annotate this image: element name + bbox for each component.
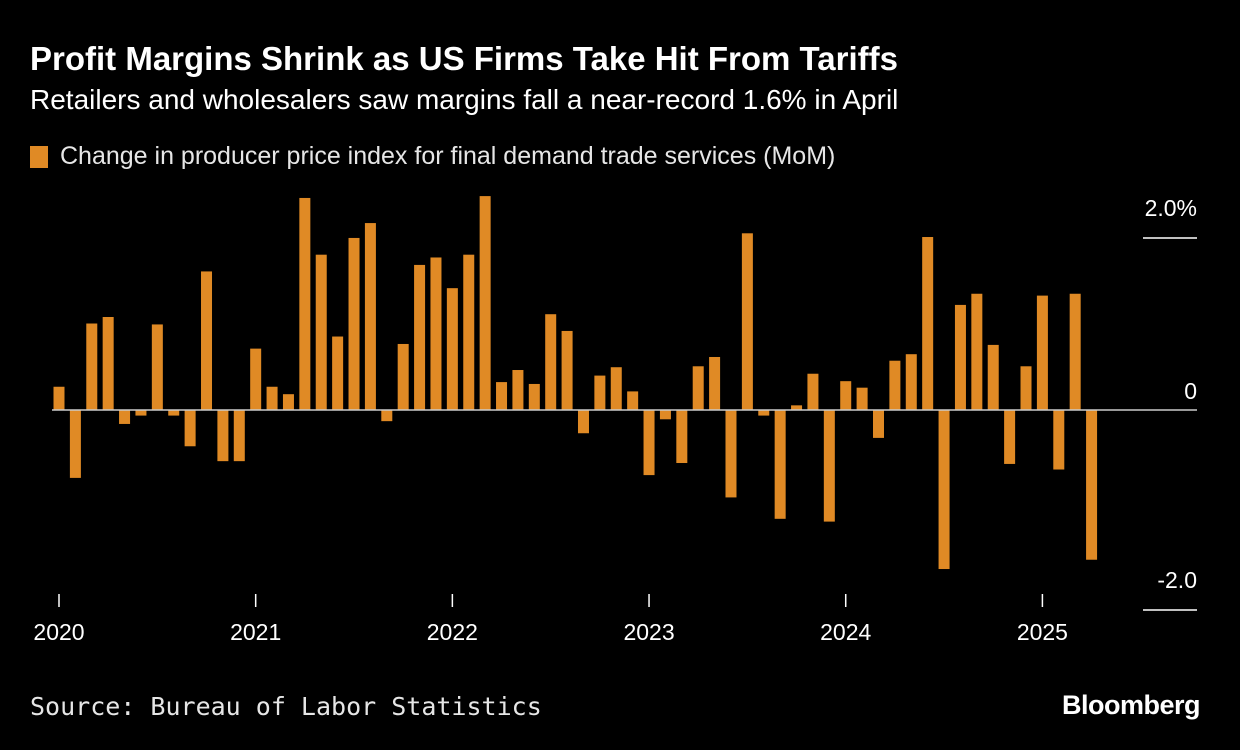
- bar: [1004, 410, 1016, 464]
- y-tick-label: 2.0%: [1145, 195, 1197, 221]
- bar: [889, 360, 901, 410]
- bar: [233, 410, 245, 462]
- bar: [332, 336, 344, 410]
- bar: [758, 410, 770, 416]
- y-tick-label: -2.0: [1157, 567, 1197, 593]
- bar: [168, 410, 180, 416]
- bar: [266, 386, 278, 410]
- bar: [397, 343, 409, 410]
- bar: [282, 394, 294, 410]
- bar: [53, 386, 65, 410]
- bar: [725, 410, 737, 498]
- bar: [119, 410, 131, 424]
- bar: [577, 410, 589, 434]
- bloomberg-logo: Bloomberg: [1061, 690, 1201, 720]
- bar: [594, 375, 606, 410]
- bar: [446, 288, 458, 410]
- bar: [561, 330, 573, 410]
- chart-subtitle: Retailers and wholesalers saw margins fa…: [30, 84, 899, 115]
- bar: [659, 410, 671, 420]
- bar: [856, 387, 868, 410]
- bar: [545, 314, 557, 410]
- bar: [512, 370, 524, 410]
- bar: [479, 196, 491, 410]
- bar: [135, 410, 147, 416]
- x-tick-label: 2024: [820, 619, 871, 645]
- bar: [528, 383, 540, 410]
- bar: [151, 324, 163, 410]
- bar: [676, 410, 688, 464]
- bar: [414, 264, 426, 410]
- bar: [217, 410, 229, 462]
- x-tick-label: 2022: [427, 619, 478, 645]
- legend: Change in producer price index for final…: [30, 142, 835, 171]
- bar: [873, 410, 884, 438]
- legend-swatch: [30, 145, 48, 168]
- bar: [201, 271, 213, 410]
- bar: [823, 410, 835, 522]
- bar: [692, 366, 704, 410]
- bar: [807, 373, 819, 410]
- bar: [791, 405, 803, 410]
- bar: [430, 257, 442, 410]
- source-note: Source: Bureau of Labor Statistics: [30, 692, 542, 721]
- bar: [1036, 295, 1048, 410]
- chart-title: Profit Margins Shrink as US Firms Take H…: [30, 40, 898, 77]
- bar: [971, 293, 983, 410]
- bar: [184, 410, 196, 447]
- bar: [627, 391, 639, 410]
- legend-label: Change in producer price index for final…: [60, 142, 836, 170]
- x-tick-label: 2020: [33, 619, 84, 645]
- bar: [299, 197, 311, 410]
- bar: [741, 233, 753, 410]
- bar: [364, 223, 376, 410]
- bar: [1053, 410, 1065, 470]
- x-tick-label: 2025: [1017, 619, 1068, 645]
- bar: [463, 254, 475, 410]
- bar: [840, 381, 852, 410]
- bar: [315, 254, 327, 410]
- bar: [250, 348, 262, 410]
- bar: [643, 410, 655, 476]
- bar: [86, 323, 98, 410]
- bar: [1020, 366, 1032, 410]
- bar: [1086, 410, 1098, 560]
- bar: [987, 344, 999, 410]
- bar: [922, 237, 934, 410]
- bar: [102, 317, 114, 410]
- bar: [905, 354, 917, 410]
- x-tick-label: 2023: [623, 619, 674, 645]
- bar: [69, 410, 81, 478]
- bar: [348, 237, 360, 410]
- bar: [610, 367, 622, 410]
- bar: [496, 382, 508, 410]
- bar: [709, 356, 721, 410]
- bar: [938, 410, 950, 570]
- y-tick-label: 0: [1184, 378, 1197, 404]
- bar: [381, 410, 393, 422]
- bar: [774, 410, 786, 519]
- bar: [1069, 293, 1081, 410]
- x-tick-label: 2021: [230, 619, 281, 645]
- bar: [954, 304, 966, 410]
